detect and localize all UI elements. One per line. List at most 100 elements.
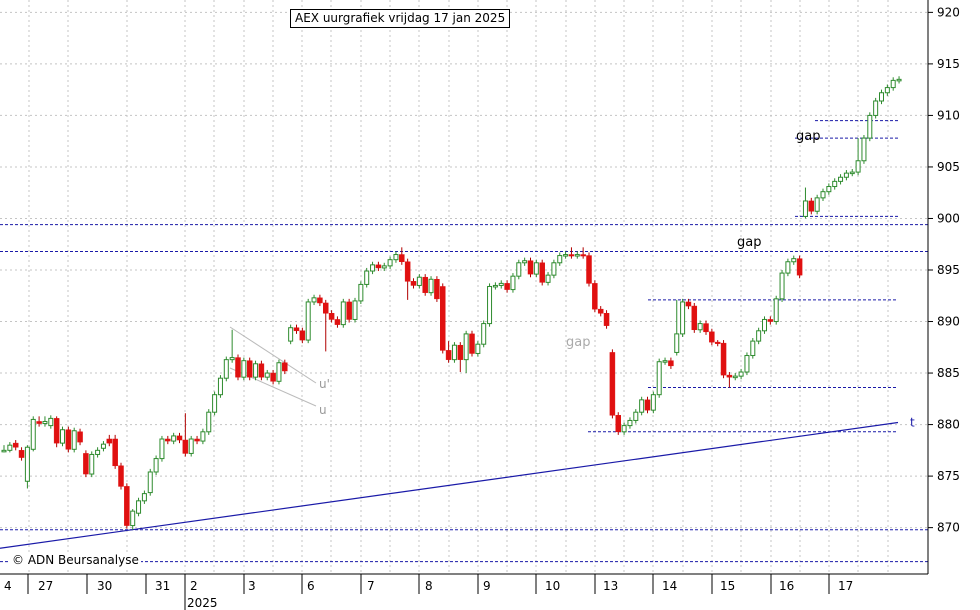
candle-body-up (475, 343, 481, 354)
candle-body-up (352, 300, 358, 320)
candle-body-up (264, 372, 270, 378)
support-resistance-levels (0, 120, 928, 563)
candle-body-down (18, 450, 25, 458)
candle-body-up (381, 265, 387, 269)
candle-body-up (832, 180, 838, 188)
candle-body-up (71, 430, 77, 450)
candle-body-up (732, 375, 738, 379)
candle-body-up (364, 270, 370, 285)
candle-body-down (709, 331, 715, 343)
candle-body-up (206, 411, 212, 433)
candle-body-up (738, 371, 744, 377)
gap-annotation: gap (566, 335, 590, 350)
candle-body-down (615, 415, 621, 433)
y-axis: 870 875 880 885 890 895 900 905 910 915 920 (927, 0, 980, 610)
candle-body-up (42, 420, 48, 425)
candle-body-down (726, 374, 733, 378)
candle-body-down (527, 260, 534, 275)
candle-body-down (118, 465, 124, 487)
y-tick-label: 880 (937, 418, 960, 432)
y-tick-label: 920 (937, 5, 960, 19)
candle-body-up (621, 425, 627, 433)
candle-body-down (375, 264, 382, 269)
x-day-label: 15 (720, 579, 735, 593)
x-day-label: 7 (367, 579, 375, 593)
candle-body-down (568, 254, 575, 257)
candle-body-up (200, 431, 206, 442)
candle-body-up (510, 275, 516, 291)
candle-body-up (241, 360, 247, 378)
candle-body-up (697, 323, 703, 331)
candle-body-up (95, 449, 101, 455)
x-day-label: 31 (155, 579, 170, 593)
y-tick-label: 905 (937, 160, 960, 174)
candle-body-down (165, 438, 171, 442)
candle-body-down (668, 360, 674, 367)
candle-body-up (838, 176, 844, 182)
candle-body-down (124, 486, 130, 526)
candle-body-down (720, 342, 727, 376)
candle-body-down (767, 319, 774, 322)
candle-body-down (246, 360, 253, 378)
candle-body-down (457, 344, 464, 360)
candle-body-up (253, 363, 259, 378)
candle-body-up (867, 114, 873, 139)
channel-label-lower: u (319, 403, 327, 417)
candle-body-up (656, 361, 662, 396)
candle-body-down (176, 435, 183, 441)
candle-body-down (609, 352, 616, 416)
x-day-label: 4 (4, 579, 12, 593)
candle-body-down (270, 372, 276, 382)
x-day-label: 27 (38, 579, 53, 593)
candle-body-up (159, 438, 165, 460)
channel-upper-line (229, 326, 317, 384)
candle-body-up (288, 327, 294, 342)
x-day-label: 3 (248, 579, 256, 593)
candle-body-up (802, 200, 808, 217)
y-axis-background (928, 0, 980, 610)
candle-body-up (7, 444, 13, 451)
candle-body-up (785, 261, 791, 274)
candle-body-up (1, 449, 7, 453)
candle-body-down (796, 258, 803, 276)
candle-body-up (563, 254, 569, 257)
candle-body-up (451, 344, 457, 361)
candle-body-down (12, 442, 19, 448)
x-day-label: 16 (779, 579, 794, 593)
candle-body-up (428, 278, 434, 294)
candle-body-up (276, 362, 282, 382)
candle-body-down (586, 255, 592, 284)
candle-body-up (340, 301, 346, 326)
candle-body-up (744, 355, 750, 373)
candle-body-up (873, 100, 879, 116)
candle-body-down (445, 350, 452, 360)
candle-body-down (258, 363, 265, 378)
candle-body-up (849, 171, 855, 175)
candle-body-up (147, 471, 153, 494)
candle-body-down (808, 200, 815, 212)
candle-body-up (533, 262, 539, 275)
candle-body-down (334, 319, 341, 325)
candle-body-up (24, 446, 30, 482)
candle-body-up (890, 79, 896, 89)
candle-body-down (293, 327, 300, 332)
y-tick-label: 915 (937, 57, 960, 71)
candle-body-down (410, 281, 417, 286)
candle-body-up (370, 264, 376, 272)
candle-body-up (416, 276, 422, 286)
candle-body-up (223, 359, 229, 379)
candle-body-down (299, 330, 306, 341)
chart-title: AEX uurgrafiek vrijdag 17 jan 2025 (290, 9, 511, 28)
candle-body-up (650, 394, 656, 411)
candle-body-down (592, 283, 598, 310)
candle-body-up (311, 297, 317, 303)
y-tick-label: 910 (937, 108, 960, 122)
candle-body-up (136, 500, 142, 514)
candle-body-down (346, 301, 352, 320)
candle-body-up (879, 92, 884, 102)
candle-body-down (112, 438, 118, 467)
candle-body-up (861, 137, 867, 162)
candle-body-up (662, 360, 668, 363)
candle-body-down (434, 279, 440, 300)
